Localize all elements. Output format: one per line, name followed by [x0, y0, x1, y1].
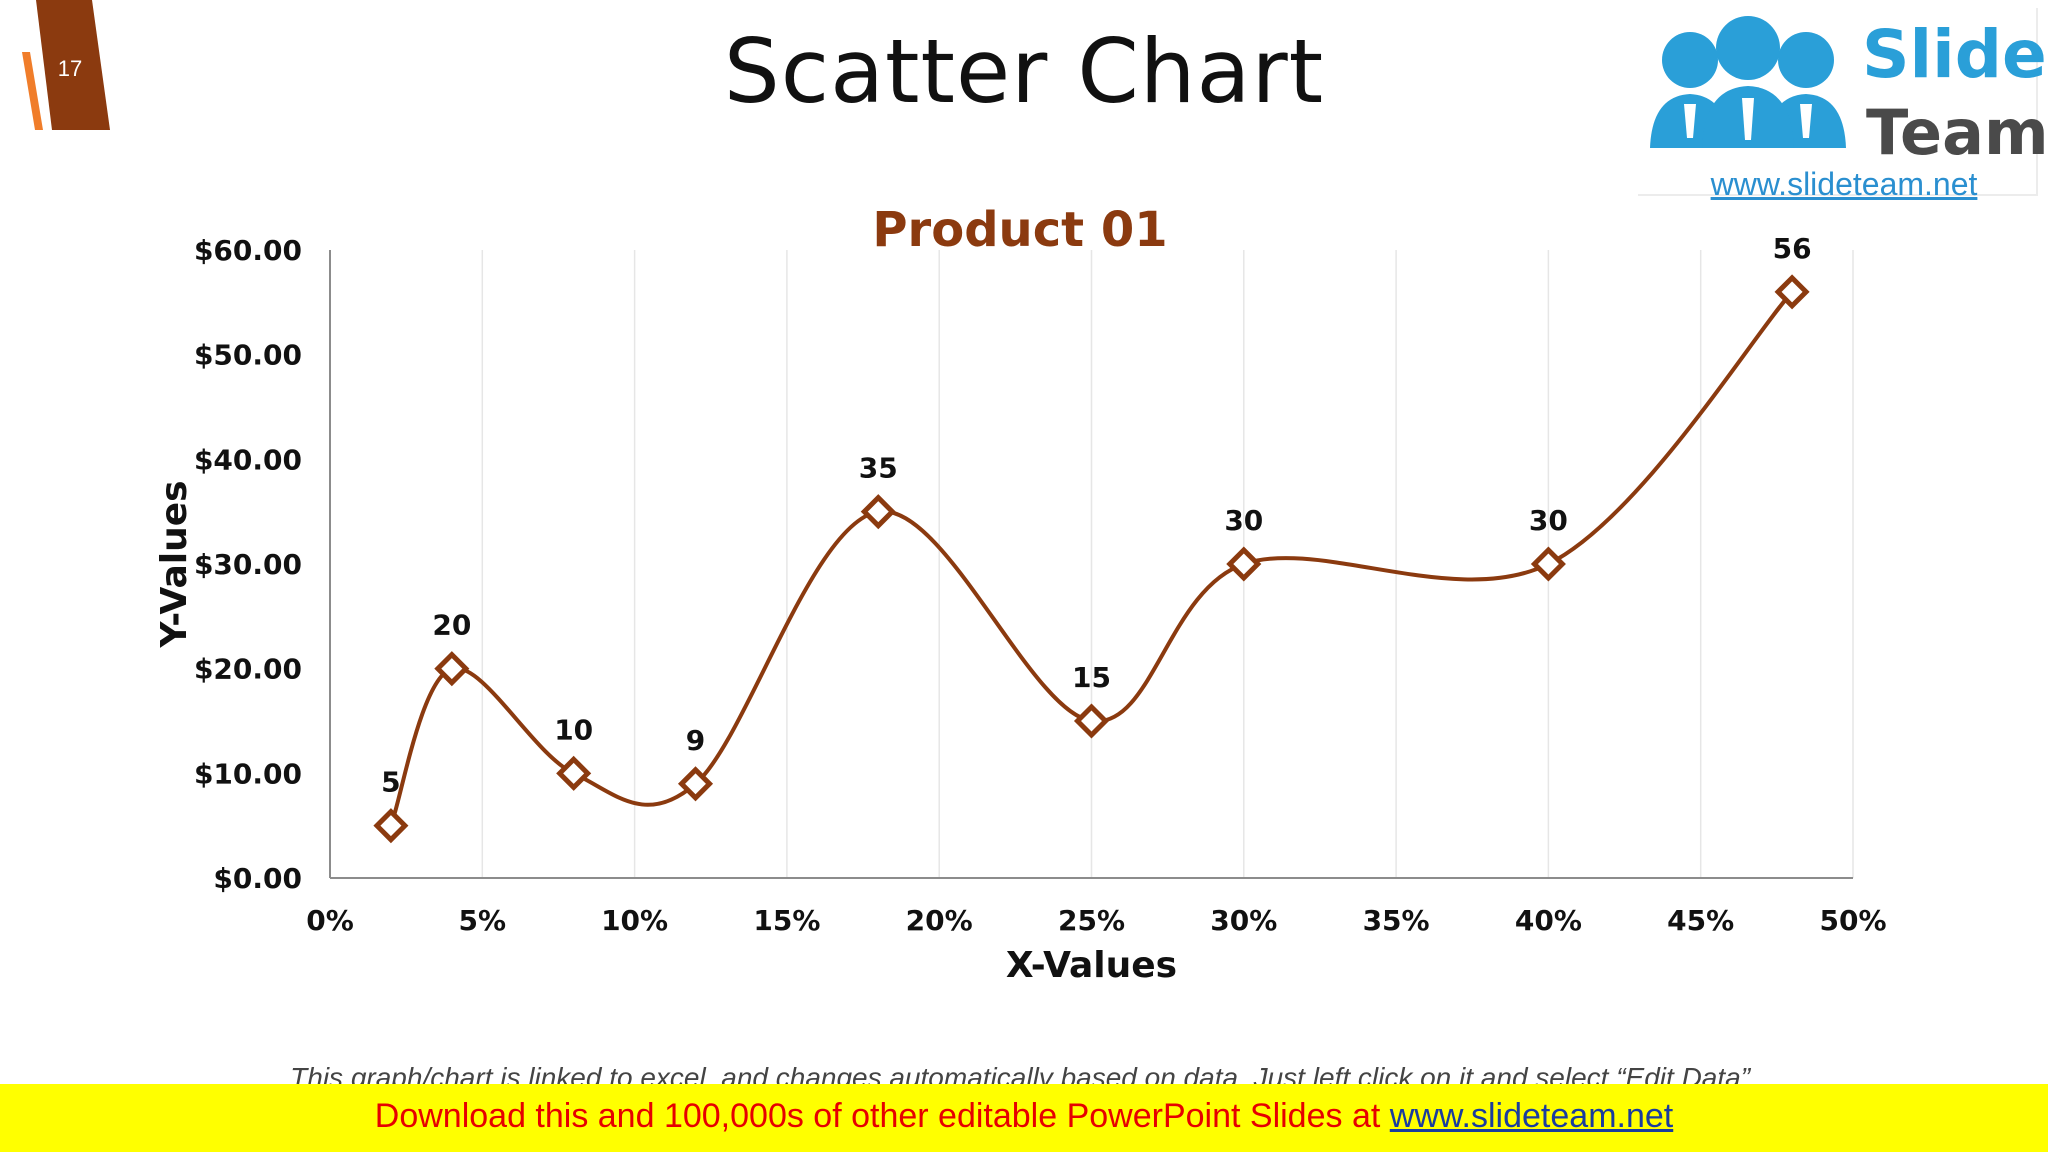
data-label: 10	[554, 713, 593, 746]
logo-word-team: Team	[1866, 96, 2048, 169]
data-point-marker	[434, 651, 470, 687]
y-tick-label: $60.00	[194, 234, 302, 267]
series-line	[389, 290, 1794, 827]
data-point-marker	[1530, 546, 1566, 582]
banner-text: Download this and 100,000s of other edit…	[374, 1097, 1381, 1135]
banner-link[interactable]: www.slideteam.net	[1389, 1097, 1674, 1135]
x-tick-label: 0%	[306, 904, 354, 937]
y-tick-label: $30.00	[194, 548, 302, 581]
x-tick-label: 45%	[1667, 904, 1734, 937]
x-tick-label: 25%	[1058, 904, 1125, 937]
data-point-marker	[373, 808, 409, 844]
data-label: 20	[432, 609, 471, 642]
scatter-chart: 0% 5% 10% 15% 20% 25% 30% 35% 40% 45% 50% $0.00 $10.…	[154, 202, 1887, 986]
data-point-marker	[1774, 274, 1810, 310]
people-group-icon	[1650, 16, 1846, 148]
data-label: 9	[686, 724, 705, 757]
y-tick-label: $40.00	[194, 443, 302, 476]
data-label: 5	[381, 766, 400, 799]
y-tick-label: $20.00	[194, 653, 302, 686]
x-tick-label: 20%	[906, 904, 973, 937]
data-point-marker	[1226, 546, 1262, 582]
x-tick-label: 50%	[1819, 904, 1886, 937]
x-tick-label: 35%	[1363, 904, 1430, 937]
x-tick-label: 30%	[1210, 904, 1277, 937]
slide-number: 17	[57, 56, 83, 81]
x-tick-label: 10%	[601, 904, 668, 937]
x-axis-title: X-Values	[1006, 945, 1177, 986]
logo-url-link[interactable]: www.slideteam.net	[1710, 166, 1978, 202]
logo-word-slide: Slide	[1862, 16, 2047, 93]
slide-number-tab	[22, 0, 110, 130]
y-tick-label: $50.00	[194, 339, 302, 372]
data-label: 35	[859, 452, 898, 485]
y-axis-title: Y-Values	[154, 480, 195, 648]
x-tick-label: 15%	[753, 904, 820, 937]
download-banner[interactable]: Download this and 100,000s of other edit…	[0, 1084, 2048, 1152]
data-point-marker	[556, 755, 592, 791]
slide-title: Scatter Chart	[723, 20, 1325, 123]
data-point-marker	[1073, 703, 1110, 739]
data-label: 30	[1529, 504, 1568, 537]
x-tick-label: 40%	[1515, 904, 1582, 937]
x-tick-label: 5%	[459, 904, 507, 937]
data-point-marker	[860, 494, 896, 530]
chart-title: Product 01	[872, 202, 1167, 258]
y-tick-label: $10.00	[194, 757, 302, 790]
y-tick-label: $0.00	[213, 862, 302, 895]
data-point-marker	[677, 766, 714, 802]
data-label: 56	[1773, 232, 1812, 265]
data-label: 15	[1072, 661, 1111, 694]
logo-frame	[1638, 8, 2038, 196]
data-label: 30	[1224, 504, 1263, 537]
slideteam-logo[interactable]: Slide Team www.slideteam.net	[1638, 8, 2048, 202]
